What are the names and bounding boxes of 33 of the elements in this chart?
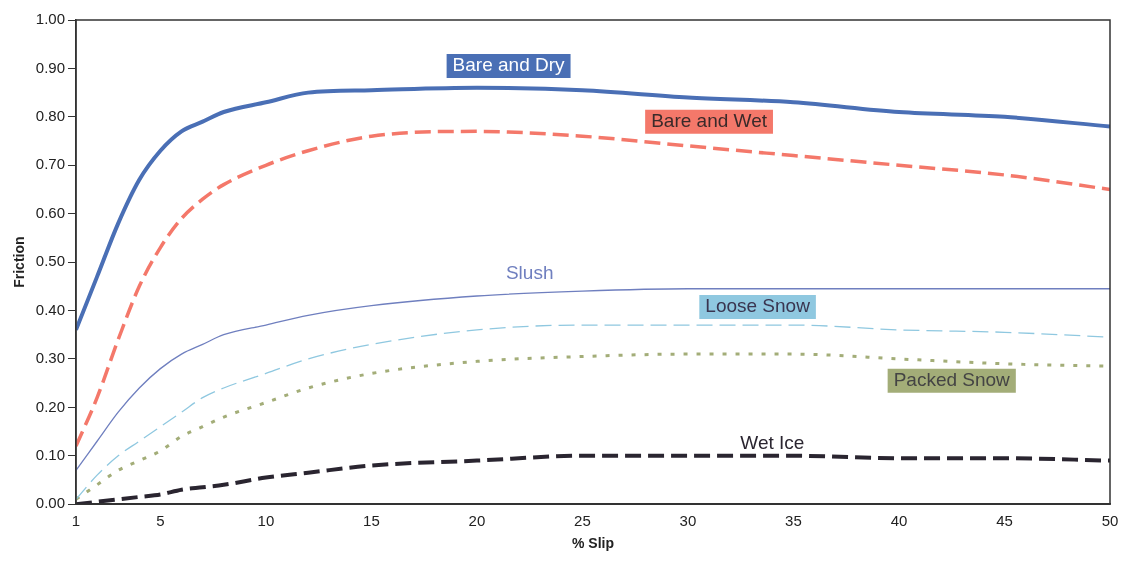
- y-axis-title: Friction: [11, 236, 28, 288]
- line-series: [75, 288, 1110, 471]
- series-label: Bare and Dry: [452, 54, 566, 76]
- x-tick-label: 25: [574, 512, 591, 530]
- y-tick-label: 0.80: [35, 106, 65, 124]
- y-tick-label: 0.60: [35, 203, 65, 221]
- series-label: Wet Ice: [740, 431, 805, 453]
- x-tick-label: 15: [363, 512, 380, 530]
- x-axis-title: % Slip: [571, 535, 615, 552]
- y-tick-label: 0.00: [35, 494, 65, 512]
- x-tick-label: 35: [785, 512, 802, 530]
- y-tick-label: 0.70: [35, 155, 65, 173]
- x-tick-label: 5: [156, 512, 165, 530]
- y-tick-label: 0.40: [35, 300, 65, 318]
- series-label: Bare and Wet: [651, 109, 768, 131]
- y-tick-label: 0.30: [35, 349, 65, 367]
- series-label: Slush: [505, 262, 554, 284]
- x-tick-label: 45: [996, 512, 1013, 530]
- y-tick-label: 1.00: [35, 10, 65, 28]
- y-tick-label: 0.20: [35, 397, 65, 415]
- x-tick-label: 20: [468, 512, 486, 530]
- line-series: [75, 129, 1110, 448]
- x-tick-label: 1: [71, 512, 81, 530]
- series-label: Packed Snow: [893, 368, 1011, 390]
- x-tick-label: 10: [257, 512, 275, 530]
- y-tick-label: 0.90: [35, 58, 65, 76]
- line-series: [75, 85, 1110, 332]
- x-tick-label: 40: [890, 512, 908, 530]
- y-tick-label: 0.50: [35, 252, 65, 270]
- y-tick-label: 0.10: [35, 445, 65, 463]
- x-tick-label: 50: [1101, 512, 1119, 530]
- x-tick-label: 30: [679, 512, 697, 530]
- series-label: Loose Snow: [705, 295, 811, 317]
